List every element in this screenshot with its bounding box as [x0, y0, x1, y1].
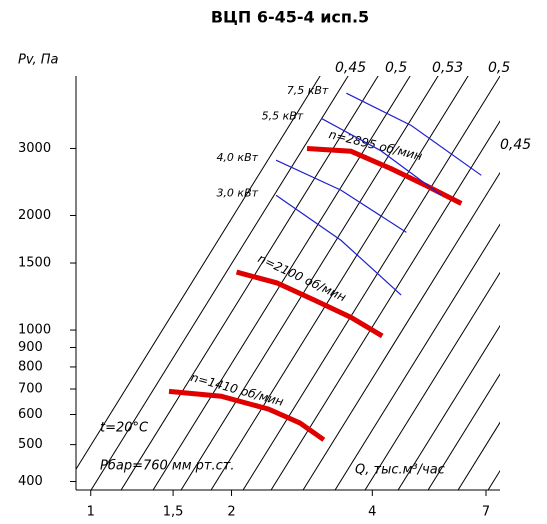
annotation: 0,45	[500, 137, 531, 153]
y-tick-label: 500	[18, 437, 43, 452]
power-curve	[276, 160, 406, 232]
annotation: 0,5	[385, 60, 407, 76]
chart: ВЦП 6-45-4 исп.5 Pv, Па 400 500 600 700 800 9…	[0, 0, 547, 524]
diagonal-line	[395, 60, 547, 495]
x-tick-label: 1,5	[163, 505, 184, 520]
y-tick-label: 1500	[18, 256, 51, 271]
y-tick-label: 2000	[18, 208, 51, 223]
diagonal-line	[455, 60, 547, 495]
series-label: n=2895 об/мин	[327, 127, 423, 163]
annotation: 0,5	[488, 60, 510, 76]
y-tick-label: 1000	[18, 323, 51, 338]
y-tick-label: 400	[18, 474, 43, 489]
series-label: 3,0 кВт	[216, 186, 258, 199]
diagonal-line	[332, 60, 547, 495]
diagonal-line	[240, 60, 510, 495]
annotation: 0,45	[335, 60, 366, 76]
y-axis-label: Pv, Па	[18, 53, 59, 68]
y-tick-label: 3000	[18, 141, 51, 156]
diagonal-line	[362, 60, 547, 495]
y-tick-label: 600	[18, 407, 43, 422]
x-tick-label: 1	[87, 505, 95, 520]
annotation: 0,53	[432, 60, 463, 76]
x-tick-label: 4	[368, 505, 376, 520]
chart-title: ВЦП 6-45-4 исп.5	[211, 8, 369, 27]
annotation: Pбар=760 мм рт.ст.	[100, 459, 234, 474]
series-label: 5,5 кВт	[262, 109, 304, 122]
x-tick-label: 7	[482, 505, 490, 520]
y-tick-label: 700	[18, 382, 43, 397]
annotation: t=20°C	[100, 421, 149, 436]
x-tick-label: 2	[227, 505, 235, 520]
x-axis-label: Q, тыс.м³/час	[355, 463, 445, 478]
y-tick-label: 800	[18, 359, 43, 374]
diagonal-line	[300, 60, 547, 495]
y-tick-label: 900	[18, 340, 43, 355]
series-label: 4,0 кВт	[216, 151, 258, 164]
diagonal-line	[425, 60, 547, 495]
diagonal-line	[485, 60, 547, 495]
series-label: 7,5 кВт	[287, 84, 329, 97]
